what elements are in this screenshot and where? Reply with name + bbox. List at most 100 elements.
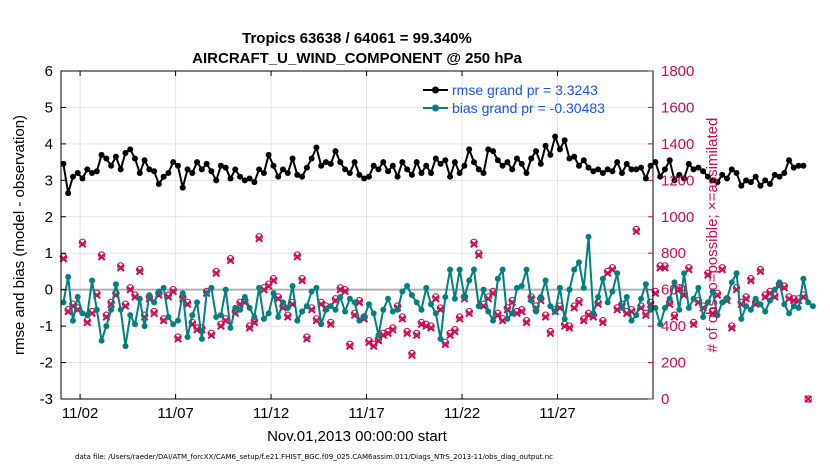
bias-point bbox=[766, 297, 773, 304]
obs-assimilated-marker bbox=[326, 320, 335, 329]
y-right-tick-label: 600 bbox=[661, 282, 686, 299]
bias-point bbox=[709, 288, 716, 295]
rmse-point bbox=[89, 170, 96, 177]
rmse-point bbox=[289, 155, 296, 162]
bias-point bbox=[256, 284, 263, 291]
bias-point bbox=[165, 314, 172, 320]
bias-point bbox=[618, 304, 625, 311]
rmse-point bbox=[757, 182, 764, 189]
bias-point bbox=[671, 279, 678, 286]
bias-line bbox=[62, 236, 814, 347]
rmse-point bbox=[571, 153, 578, 160]
obs-assimilated-marker bbox=[455, 314, 464, 323]
obs-assimilated-marker bbox=[345, 342, 354, 351]
rmse-point bbox=[170, 159, 177, 166]
obs-assimilated-marker bbox=[302, 334, 311, 343]
y-left-tick-label: -1 bbox=[40, 318, 53, 335]
obs-assimilated-marker bbox=[703, 271, 712, 279]
rmse-point bbox=[103, 155, 110, 162]
bias-point bbox=[666, 295, 673, 302]
bias-point bbox=[399, 288, 406, 295]
obs-assimilated-marker bbox=[379, 331, 388, 340]
bias-point bbox=[638, 295, 645, 302]
rmse-point bbox=[413, 159, 420, 166]
bias-point bbox=[700, 314, 707, 320]
obs-assimilated-marker bbox=[341, 287, 349, 296]
rmse-point bbox=[728, 166, 735, 173]
rmse-point bbox=[79, 175, 86, 182]
bias-point bbox=[318, 321, 325, 328]
obs-assimilated-marker bbox=[422, 322, 431, 331]
bias-point bbox=[308, 288, 315, 295]
rmse-point bbox=[633, 166, 640, 173]
rmse-point bbox=[724, 175, 730, 182]
obs-assimilated-marker bbox=[742, 294, 751, 303]
rmse-point bbox=[418, 170, 425, 177]
rmse-point bbox=[704, 173, 711, 180]
bias-point bbox=[146, 292, 153, 299]
rmse-point bbox=[700, 168, 707, 175]
obs-assimilated-marker bbox=[546, 329, 555, 338]
y-left-tick-label: -3 bbox=[40, 391, 53, 408]
rmse-point bbox=[141, 157, 148, 164]
bias-point bbox=[790, 303, 797, 310]
bias-point bbox=[599, 275, 606, 282]
obs-assimilated-marker bbox=[174, 334, 182, 343]
obs-assimilated-marker bbox=[150, 309, 159, 318]
rmse-point bbox=[623, 160, 630, 167]
bias-point bbox=[661, 304, 668, 311]
y-right-axis-ticks: 0 200 400 600 800 1000 1200 1400 1600 1800 bbox=[648, 63, 694, 408]
bias-point bbox=[303, 303, 310, 310]
obs-assimilated-marker bbox=[565, 324, 574, 332]
rmse-point bbox=[127, 146, 134, 153]
rmse-point bbox=[685, 160, 692, 167]
rmse-point bbox=[599, 170, 606, 177]
rmse-point bbox=[65, 190, 72, 197]
bias-point bbox=[747, 306, 754, 313]
rmse-point bbox=[614, 159, 621, 166]
bias-point bbox=[127, 312, 134, 319]
bias-point bbox=[385, 295, 392, 302]
bias-point bbox=[523, 266, 530, 273]
bias-point bbox=[499, 266, 506, 273]
y-left-tick-label: 4 bbox=[45, 136, 53, 153]
bias-point bbox=[556, 284, 563, 291]
rmse-point bbox=[537, 160, 544, 167]
obs-assimilated-marker bbox=[212, 269, 221, 278]
rmse-point bbox=[451, 159, 458, 166]
rmse-point bbox=[117, 166, 124, 173]
rmse-point bbox=[499, 162, 506, 169]
bias-point bbox=[585, 233, 592, 240]
rmse-point bbox=[743, 177, 750, 184]
y-left-tick-label: 1 bbox=[45, 245, 53, 262]
obs-assimilated-marker bbox=[641, 311, 650, 320]
rmse-point bbox=[504, 159, 511, 166]
rmse-point bbox=[552, 133, 559, 140]
rmse-point bbox=[470, 159, 477, 166]
rmse-point bbox=[299, 173, 306, 180]
rmse-point bbox=[93, 168, 100, 175]
rmse-point bbox=[208, 168, 215, 175]
rmse-point bbox=[595, 166, 602, 173]
bias-point bbox=[69, 317, 76, 324]
rmse-point bbox=[618, 170, 625, 177]
rmse-point bbox=[676, 171, 683, 178]
rmse-point bbox=[628, 166, 635, 173]
bias-point bbox=[494, 275, 501, 282]
bias-point bbox=[428, 301, 434, 308]
rmse-point bbox=[251, 179, 258, 186]
rmse-point bbox=[509, 166, 516, 173]
rmse-point bbox=[480, 170, 487, 177]
y-right-tick-label: 1000 bbox=[661, 209, 694, 226]
y-right-tick-label: 1200 bbox=[661, 172, 694, 189]
obs-assimilated-marker bbox=[804, 395, 813, 403]
obs-assimilated-marker bbox=[541, 313, 550, 321]
rmse-point bbox=[719, 171, 726, 178]
y-left-axis-label: rmse and bias (model - observation) bbox=[11, 115, 28, 355]
obs-assimilated-marker bbox=[427, 324, 435, 332]
rmse-point bbox=[174, 162, 181, 169]
bias-point bbox=[676, 306, 683, 313]
rmse-point bbox=[227, 175, 234, 182]
bias-point bbox=[533, 308, 540, 315]
bias-point bbox=[170, 321, 177, 328]
